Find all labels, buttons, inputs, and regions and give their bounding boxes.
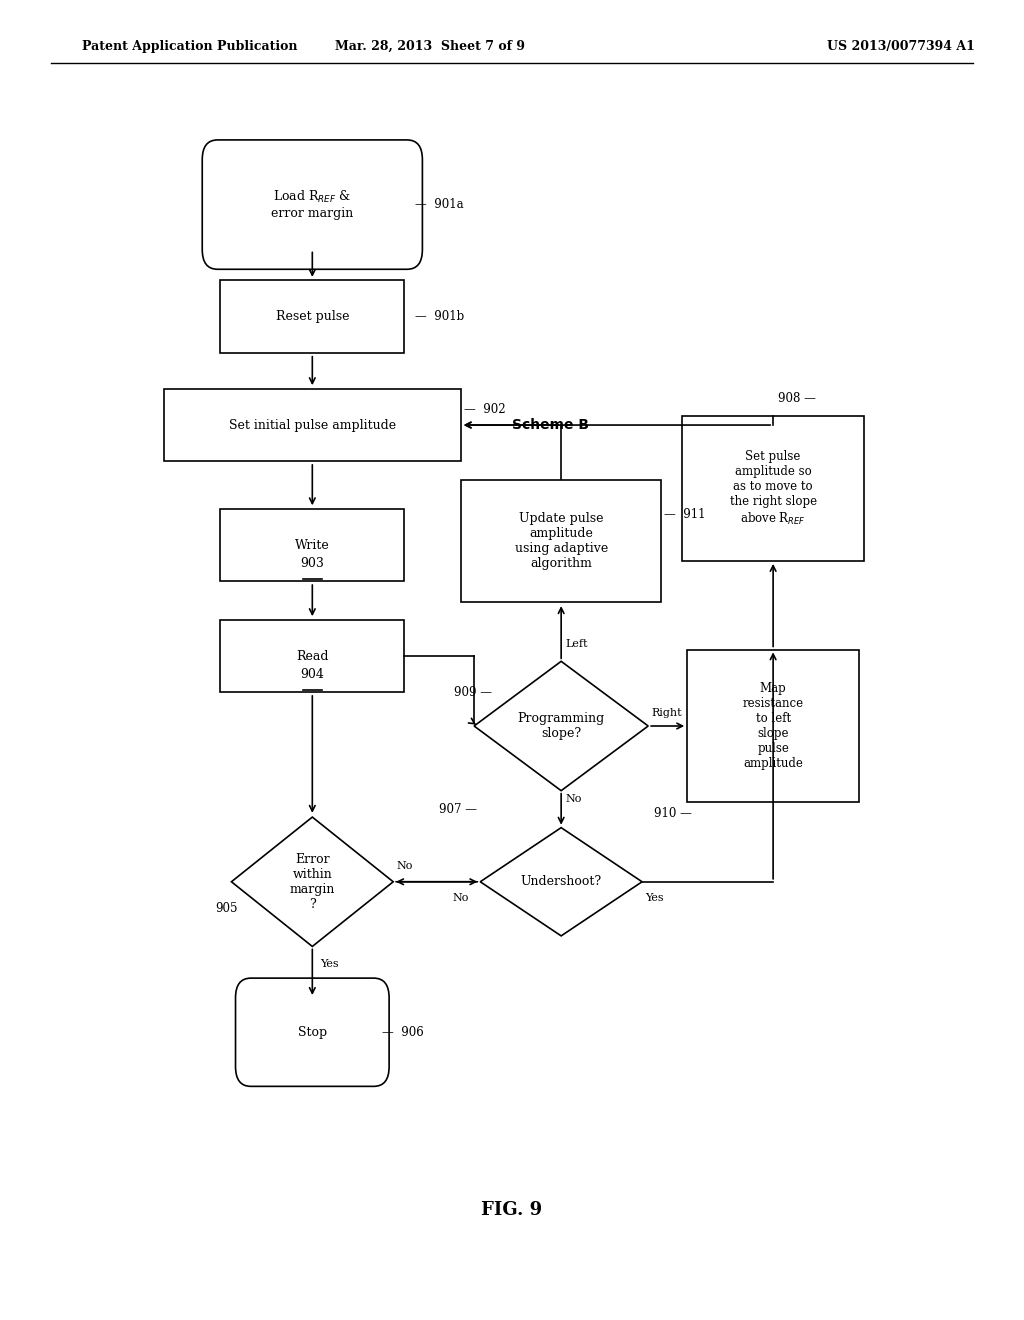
Text: Patent Application Publication: Patent Application Publication — [82, 40, 297, 53]
Text: Yes: Yes — [321, 958, 339, 969]
Text: No: No — [453, 892, 469, 903]
Text: Error
within
margin
?: Error within margin ? — [290, 853, 335, 911]
Text: —  902: — 902 — [464, 403, 506, 416]
Text: Mar. 28, 2013  Sheet 7 of 9: Mar. 28, 2013 Sheet 7 of 9 — [335, 40, 525, 53]
FancyBboxPatch shape — [682, 416, 864, 561]
Text: —  911: — 911 — [664, 508, 706, 521]
Text: 904: 904 — [300, 668, 325, 681]
Text: 909 —: 909 — — [454, 686, 492, 700]
Text: Map
resistance
to left
slope
pulse
amplitude: Map resistance to left slope pulse ampli… — [742, 682, 804, 770]
Text: US 2013/0077394 A1: US 2013/0077394 A1 — [827, 40, 975, 53]
Text: 910 —: 910 — — [654, 807, 692, 820]
Text: Load R$_{REF}$ &
error margin: Load R$_{REF}$ & error margin — [271, 189, 353, 220]
Text: 905: 905 — [215, 902, 238, 915]
Text: Update pulse
amplitude
using adaptive
algorithm: Update pulse amplitude using adaptive al… — [514, 512, 608, 570]
Text: No: No — [396, 861, 413, 871]
Polygon shape — [231, 817, 393, 946]
Text: Undershoot?: Undershoot? — [520, 875, 602, 888]
Text: Scheme B: Scheme B — [512, 418, 589, 432]
Text: 907 —: 907 — — [439, 803, 477, 816]
Text: FIG. 9: FIG. 9 — [481, 1201, 543, 1220]
FancyBboxPatch shape — [220, 508, 404, 581]
Text: 903: 903 — [300, 557, 325, 570]
Text: Right: Right — [651, 708, 682, 718]
FancyBboxPatch shape — [164, 388, 461, 461]
FancyBboxPatch shape — [687, 649, 859, 801]
Text: No: No — [565, 793, 582, 804]
Text: Left: Left — [565, 639, 588, 649]
FancyBboxPatch shape — [236, 978, 389, 1086]
Text: Set initial pulse amplitude: Set initial pulse amplitude — [228, 418, 396, 432]
Text: Reset pulse: Reset pulse — [275, 310, 349, 323]
Text: Programming
slope?: Programming slope? — [517, 711, 605, 741]
Text: Set pulse
amplitude so
as to move to
the right slope
above R$_{REF}$: Set pulse amplitude so as to move to the… — [729, 450, 817, 527]
Text: Stop: Stop — [298, 1026, 327, 1039]
Polygon shape — [480, 828, 642, 936]
Text: Yes: Yes — [645, 892, 664, 903]
Text: —  901a: — 901a — [415, 198, 463, 211]
FancyBboxPatch shape — [220, 280, 404, 352]
Text: Write: Write — [295, 539, 330, 552]
Text: 908 —: 908 — — [778, 392, 816, 405]
Text: —  906: — 906 — [382, 1026, 424, 1039]
FancyBboxPatch shape — [220, 620, 404, 692]
Text: —  901b: — 901b — [415, 310, 464, 323]
FancyBboxPatch shape — [461, 480, 662, 602]
Polygon shape — [474, 661, 648, 791]
Text: Read: Read — [296, 649, 329, 663]
FancyBboxPatch shape — [203, 140, 422, 269]
